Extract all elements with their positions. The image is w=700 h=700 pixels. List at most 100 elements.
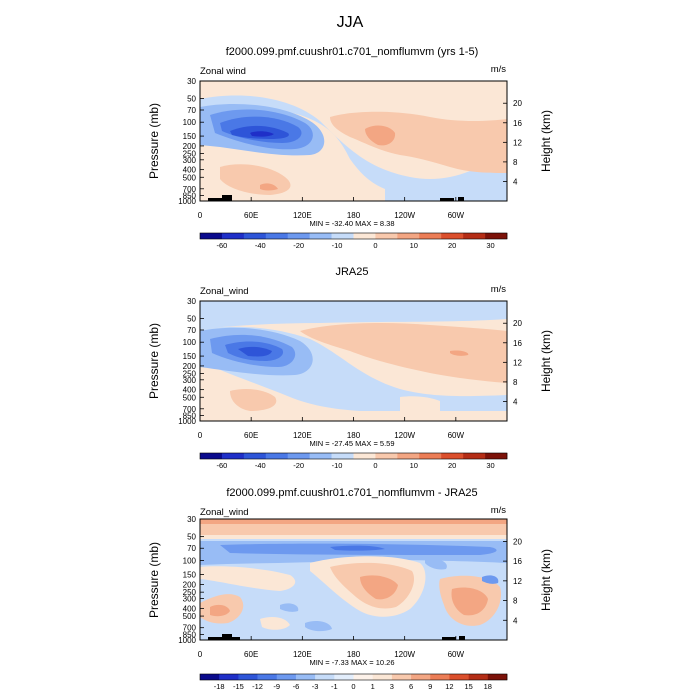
- x-tick-label: 120E: [293, 211, 312, 220]
- y-tick-label: 70: [187, 326, 196, 335]
- colorbar-label: -3: [312, 682, 319, 691]
- x-tick-label: 0: [198, 431, 203, 440]
- y-tick-label: 300: [183, 594, 197, 603]
- x-tick-label: 60E: [244, 211, 258, 220]
- colorbar-swatch: [265, 233, 289, 239]
- y-tick-label: 300: [183, 156, 197, 165]
- panel-title: f2000.099.pmf.cuushr01.c701_nomflumvm - …: [226, 487, 477, 499]
- colorbar-swatch: [331, 453, 354, 459]
- y-tick-label: 200: [183, 580, 197, 589]
- y-axis-label: Pressure (mb): [147, 323, 161, 399]
- colorbar-label: -60: [217, 461, 228, 470]
- colorbar-swatch: [221, 453, 245, 459]
- y-tick-label: 400: [183, 386, 197, 395]
- y-tick-label: 850: [183, 191, 197, 200]
- plot-area: [200, 519, 507, 640]
- colorbar-swatch: [353, 453, 376, 459]
- colorbar-swatch: [468, 674, 489, 680]
- y-tick-label: 200: [183, 142, 197, 151]
- stats-label: MIN = -32.40 MAX = 8.38: [309, 219, 394, 228]
- colorbar-swatch: [243, 233, 267, 239]
- y2-tick-label: 8: [513, 158, 518, 167]
- y-tick-label: 70: [187, 544, 196, 553]
- x-tick-label: 60E: [244, 650, 258, 659]
- y2-tick-label: 16: [513, 339, 522, 348]
- y-tick-label: 1000: [178, 197, 196, 206]
- y2-tick-label: 12: [513, 358, 522, 367]
- colorbar-swatch: [331, 233, 354, 239]
- y2-axis-label: Height (km): [539, 330, 553, 392]
- colorbar-swatch: [276, 674, 297, 680]
- colorbar-label: 15: [464, 682, 472, 691]
- colorbar-label: -9: [273, 682, 280, 691]
- colorbar-swatch: [411, 674, 431, 680]
- y-tick-label: 500: [183, 393, 197, 402]
- colorbar-swatch: [353, 233, 376, 239]
- y-tick-label: 100: [183, 338, 197, 347]
- colorbar-label: 3: [390, 682, 394, 691]
- y-axis-label: Pressure (mb): [147, 542, 161, 618]
- x-tick-label: 60E: [244, 431, 258, 440]
- y-axis-label: Pressure (mb): [147, 103, 161, 179]
- colorbar-swatch: [463, 453, 486, 459]
- colorbar-swatch: [315, 674, 335, 680]
- y-tick-label: 500: [183, 173, 197, 182]
- y2-tick-label: 20: [513, 537, 522, 546]
- x-tick-label: 60W: [448, 431, 465, 440]
- colorbar-swatch: [449, 674, 469, 680]
- colorbar-label: 10: [410, 241, 418, 250]
- y-tick-label: 250: [183, 370, 197, 379]
- colorbar-label: -40: [255, 461, 266, 470]
- colorbar-swatch: [295, 674, 316, 680]
- field-label: Zonal_wind: [200, 286, 249, 297]
- colorbar-label: 0: [373, 461, 377, 470]
- panel-jra25: JRA25 Zonal_wind m/s Pressure (mb) Heigh…: [147, 266, 553, 470]
- colorbar-swatch: [353, 674, 373, 680]
- y2-tick-label: 12: [513, 138, 522, 147]
- y-tick-label: 50: [187, 94, 196, 103]
- colorbar-frame: [199, 232, 508, 240]
- colorbar-label: -10: [332, 241, 343, 250]
- field-label: Zonal wind: [200, 66, 246, 77]
- colorbar-swatch: [441, 233, 464, 239]
- y-tick-label: 200: [183, 362, 197, 371]
- colorbar-swatch: [200, 453, 223, 459]
- figure-title: JJA: [337, 14, 364, 31]
- units-label: m/s: [491, 284, 507, 295]
- x-tick-label: 180: [347, 650, 361, 659]
- y-tick-label: 850: [183, 630, 197, 639]
- colorbar-swatch: [430, 674, 450, 680]
- panel-title: JRA25: [335, 266, 368, 278]
- colorbar-label: -20: [293, 461, 304, 470]
- colorbar-swatch: [219, 674, 239, 680]
- colorbar-label: -18: [214, 682, 225, 691]
- x-tick-label: 120E: [293, 431, 312, 440]
- y-tick-label: 250: [183, 588, 197, 597]
- x-tick-label: 120E: [293, 650, 312, 659]
- colorbar-label: 20: [448, 461, 456, 470]
- colorbar-label: 0: [373, 241, 377, 250]
- colorbar-label: -15: [233, 682, 244, 691]
- colorbar-swatch: [375, 233, 398, 239]
- y-tick-label: 400: [183, 604, 197, 613]
- y2-axis-label: Height (km): [539, 110, 553, 172]
- y2-tick-label: 8: [513, 597, 518, 606]
- y-tick-label: 500: [183, 612, 197, 621]
- colorbar-label: 9: [428, 682, 432, 691]
- stats-label: MIN = -7.33 MAX = 10.26: [309, 658, 394, 667]
- colorbar-label: 30: [486, 461, 494, 470]
- colorbar-label: 12: [445, 682, 453, 691]
- y2-tick-label: 20: [513, 319, 522, 328]
- colorbar-label: -10: [332, 461, 343, 470]
- y-tick-label: 400: [183, 166, 197, 175]
- x-tick-label: 0: [198, 650, 203, 659]
- y-tick-label: 1000: [178, 417, 196, 426]
- colorbar-swatch: [375, 453, 398, 459]
- panel-title: f2000.099.pmf.cuushr01.c701_nomflumvm (y…: [226, 46, 479, 58]
- y2-tick-label: 8: [513, 378, 518, 387]
- colorbar-swatch: [397, 233, 420, 239]
- colorbar-swatch: [487, 674, 508, 680]
- y2-tick-label: 12: [513, 577, 522, 586]
- colorbar-label: -1: [331, 682, 338, 691]
